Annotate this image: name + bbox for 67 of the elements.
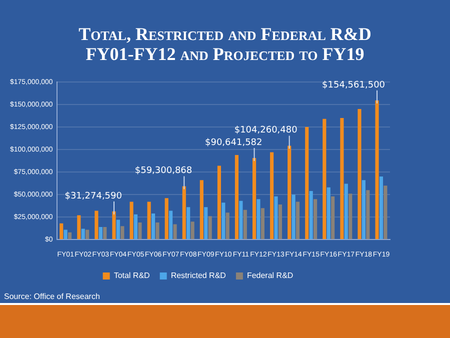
- bar: [98, 226, 102, 240]
- bar: [103, 226, 107, 240]
- bar: [190, 222, 194, 240]
- bar: [256, 199, 260, 240]
- bar: [130, 202, 134, 240]
- bar: [252, 158, 256, 240]
- source-note: Source: Office of Research: [4, 292, 100, 301]
- bar: [151, 213, 156, 240]
- bar: [375, 100, 379, 240]
- bar: [112, 211, 116, 240]
- bar: [322, 118, 326, 240]
- data-label: $90,641,582: [205, 138, 262, 148]
- bar: [169, 210, 173, 240]
- bar: [222, 202, 226, 240]
- bar: [384, 186, 388, 240]
- bar: [239, 200, 243, 240]
- bar: [64, 230, 68, 240]
- bar: [274, 196, 278, 240]
- data-label: $59,300,868: [134, 166, 192, 176]
- bar: [173, 224, 177, 240]
- bar: [340, 118, 344, 240]
- bar: [164, 198, 168, 240]
- bar: [226, 212, 230, 240]
- bar: [243, 210, 247, 240]
- bar: [362, 180, 366, 240]
- data-label: $31,274,590: [64, 191, 122, 202]
- bar: [326, 187, 330, 240]
- bar: [217, 166, 221, 240]
- bar: [366, 190, 370, 240]
- bar: [186, 207, 190, 240]
- bar: [331, 196, 335, 240]
- bar: [60, 223, 64, 240]
- bar: [314, 199, 318, 240]
- bar: [77, 215, 81, 240]
- bar: [120, 226, 124, 240]
- bar: [348, 194, 352, 240]
- bar: [309, 190, 313, 240]
- bar: [182, 186, 186, 240]
- bar: [134, 214, 138, 240]
- bar: [379, 176, 384, 240]
- data-label: $104,260,480: [234, 126, 298, 136]
- legend-label: Federal R&D: [246, 271, 294, 280]
- bar: [86, 230, 90, 240]
- bar: [270, 152, 274, 240]
- bar: [292, 194, 296, 240]
- bar: [296, 202, 300, 240]
- bar: [208, 216, 212, 240]
- bar: [260, 208, 264, 240]
- bar: [358, 109, 362, 240]
- bar: [147, 202, 151, 240]
- bar: [344, 184, 348, 240]
- bar: [116, 220, 120, 240]
- bar: [68, 232, 72, 240]
- bar: [200, 180, 204, 240]
- bar: [156, 222, 160, 240]
- legend-label: Restricted R&D: [170, 271, 226, 280]
- bar: [234, 154, 239, 240]
- data-label: $154,561,500: [322, 80, 386, 90]
- chart-title: Total, Restricted and Federal R&D FY01-FY12 and Projected to FY19: [78, 24, 372, 64]
- bar: [204, 207, 208, 240]
- bar: [278, 204, 282, 240]
- bar: [81, 228, 85, 240]
- bar: [138, 222, 142, 240]
- bar: [305, 127, 309, 240]
- legend-label: Total R&D: [114, 271, 150, 280]
- bar: [288, 146, 292, 240]
- bar: [94, 210, 98, 240]
